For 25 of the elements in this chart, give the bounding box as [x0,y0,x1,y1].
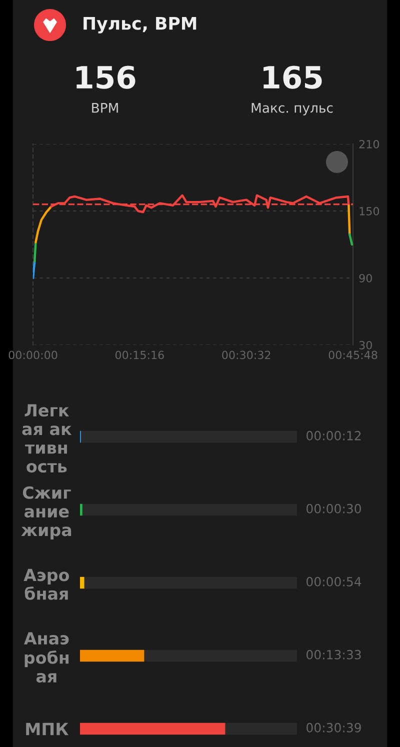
y-tick-label: МПК [26,722,69,736]
y-tick-label: Сжигание жира [21,486,72,540]
y-tick-label: Анаэробная [24,632,69,683]
data-label: 00:00:54 [306,576,362,586]
x-tick-label: 00:45:48 [328,350,378,360]
chart-title: Пульс, BPM [84,17,196,34]
y-tick-label: 30 [359,340,372,350]
text: BPM [92,103,118,113]
y-tick-label: 150 [360,206,380,216]
text: Макс. пульс [252,103,333,116]
x-tick-label: 00:00:00 [8,350,58,360]
bar [80,576,84,589]
text: 156 [76,66,136,89]
y-tick-label: 90 [359,274,372,282]
y-tick-label: 210 [359,140,380,148]
data-label: 00:13:33 [306,650,361,660]
x-tick-label: 00:15:16 [115,350,164,360]
text: 165 [264,66,322,89]
x-tick-label: 00:30:32 [222,350,270,360]
y-tick-label: Легкая активность [22,404,72,473]
data-label: 00:00:12 [306,430,361,440]
line-series [34,205,52,244]
data-label: 00:30:39 [306,722,361,732]
data-label: 00:00:30 [306,504,361,514]
y-tick-label: Аэробная [24,568,70,600]
